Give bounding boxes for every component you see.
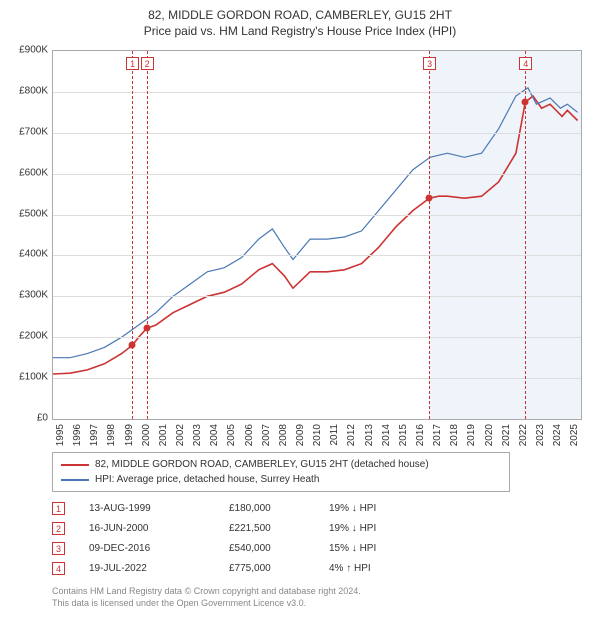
event-pct: 4% ↑ HPI xyxy=(329,563,419,574)
x-tick-label: 2015 xyxy=(398,424,409,446)
y-tick-label: £600K xyxy=(8,167,48,178)
event-num-box: 4 xyxy=(52,562,65,575)
footer-line: Contains HM Land Registry data © Crown c… xyxy=(52,585,361,598)
event-marker: 4 xyxy=(519,57,532,70)
footer-attribution: Contains HM Land Registry data © Crown c… xyxy=(52,585,361,610)
y-tick-label: £500K xyxy=(8,208,48,219)
y-tick-label: £700K xyxy=(8,126,48,137)
x-tick-label: 1997 xyxy=(89,424,100,446)
event-pct: 19% ↓ HPI xyxy=(329,503,419,514)
event-dot xyxy=(129,342,136,349)
x-tick-label: 1998 xyxy=(106,424,117,446)
x-tick-label: 2019 xyxy=(466,424,477,446)
x-tick-label: 2008 xyxy=(278,424,289,446)
subtitle: Price paid vs. HM Land Registry's House … xyxy=(0,24,600,38)
event-table-row: 4 19-JUL-2022£775,0004% ↑ HPI xyxy=(52,558,419,578)
event-table-row: 1 13-AUG-1999£180,00019% ↓ HPI xyxy=(52,498,419,518)
event-pct: 15% ↓ HPI xyxy=(329,543,419,554)
legend-swatch-hpi xyxy=(61,479,89,481)
x-tick-label: 2013 xyxy=(364,424,375,446)
chart-plot-area: 12 3 4 xyxy=(52,50,582,420)
x-tick-label: 2000 xyxy=(141,424,152,446)
event-dot xyxy=(522,99,529,106)
event-pct: 19% ↓ HPI xyxy=(329,523,419,534)
x-tick-label: 2020 xyxy=(484,424,495,446)
x-tick-label: 2007 xyxy=(261,424,272,446)
event-date: 13-AUG-1999 xyxy=(89,503,229,514)
y-tick-label: £100K xyxy=(8,372,48,383)
x-tick-label: 2010 xyxy=(312,424,323,446)
x-tick-label: 2004 xyxy=(209,424,220,446)
x-tick-label: 2002 xyxy=(175,424,186,446)
x-tick-label: 1995 xyxy=(55,424,66,446)
title-block: 82, MIDDLE GORDON ROAD, CAMBERLEY, GU15 … xyxy=(0,0,600,38)
x-tick-label: 2023 xyxy=(535,424,546,446)
legend-label: 82, MIDDLE GORDON ROAD, CAMBERLEY, GU15 … xyxy=(95,457,429,472)
event-table-row: 2 16-JUN-2000£221,50019% ↓ HPI xyxy=(52,518,419,538)
footer-line: This data is licensed under the Open Gov… xyxy=(52,597,361,610)
x-tick-label: 2001 xyxy=(158,424,169,446)
legend-box: 82, MIDDLE GORDON ROAD, CAMBERLEY, GU15 … xyxy=(52,452,510,492)
legend-row: 82, MIDDLE GORDON ROAD, CAMBERLEY, GU15 … xyxy=(61,457,501,472)
x-tick-label: 2009 xyxy=(295,424,306,446)
x-tick-label: 2024 xyxy=(552,424,563,446)
x-tick-label: 2012 xyxy=(346,424,357,446)
y-tick-label: £400K xyxy=(8,249,48,260)
y-tick-label: £300K xyxy=(8,290,48,301)
event-date: 16-JUN-2000 xyxy=(89,523,229,534)
event-num-box: 2 xyxy=(52,522,65,535)
legend-label: HPI: Average price, detached house, Surr… xyxy=(95,472,319,487)
event-vline xyxy=(525,51,526,419)
x-tick-label: 2005 xyxy=(226,424,237,446)
event-date: 09-DEC-2016 xyxy=(89,543,229,554)
event-vline xyxy=(147,51,148,419)
x-tick-label: 2022 xyxy=(518,424,529,446)
event-marker: 3 xyxy=(423,57,436,70)
x-tick-label: 1996 xyxy=(72,424,83,446)
event-marker: 1 xyxy=(126,57,139,70)
event-dot xyxy=(143,325,150,332)
event-table: 1 13-AUG-1999£180,00019% ↓ HPI 2 16-JUN-200… xyxy=(52,498,419,578)
legend-row: HPI: Average price, detached house, Surr… xyxy=(61,472,501,487)
event-price: £540,000 xyxy=(229,543,329,554)
event-price: £221,500 xyxy=(229,523,329,534)
event-table-row: 3 09-DEC-2016£540,00015% ↓ HPI xyxy=(52,538,419,558)
x-tick-label: 1999 xyxy=(124,424,135,446)
x-tick-label: 2003 xyxy=(192,424,203,446)
event-vline xyxy=(429,51,430,419)
event-marker: 2 xyxy=(141,57,154,70)
event-price: £775,000 xyxy=(229,563,329,574)
event-vline xyxy=(132,51,133,419)
x-tick-label: 2016 xyxy=(415,424,426,446)
address-title: 82, MIDDLE GORDON ROAD, CAMBERLEY, GU15 … xyxy=(0,8,600,22)
x-tick-label: 2017 xyxy=(432,424,443,446)
event-num-box: 1 xyxy=(52,502,65,515)
x-tick-label: 2021 xyxy=(501,424,512,446)
y-tick-label: £900K xyxy=(8,45,48,56)
x-tick-label: 2006 xyxy=(244,424,255,446)
event-price: £180,000 xyxy=(229,503,329,514)
event-date: 19-JUL-2022 xyxy=(89,563,229,574)
y-tick-label: £0 xyxy=(8,413,48,424)
x-tick-label: 2011 xyxy=(329,424,340,446)
y-tick-label: £800K xyxy=(8,85,48,96)
event-num-box: 3 xyxy=(52,542,65,555)
chart-container: { "title": { "main": "82, MIDDLE GORDON … xyxy=(0,0,600,620)
x-tick-label: 2014 xyxy=(381,424,392,446)
event-dot xyxy=(426,195,433,202)
y-tick-label: £200K xyxy=(8,331,48,342)
x-tick-label: 2025 xyxy=(569,424,580,446)
legend-swatch-property xyxy=(61,464,89,466)
x-tick-label: 2018 xyxy=(449,424,460,446)
